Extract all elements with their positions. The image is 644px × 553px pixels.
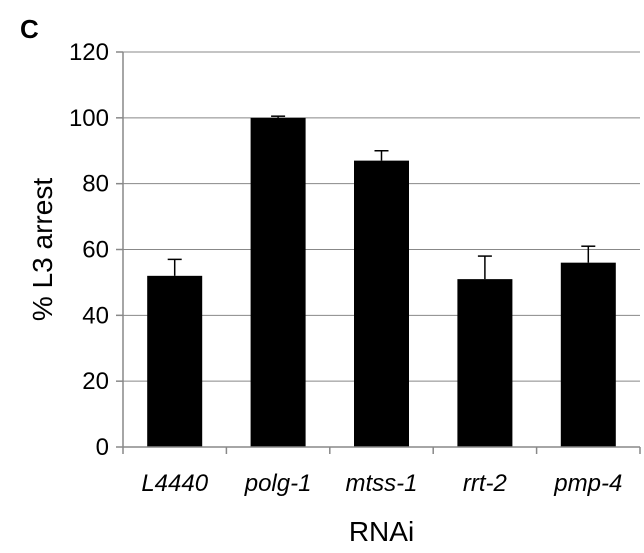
bar-rrt-2 (457, 279, 513, 447)
x-axis-ticks (122, 447, 641, 454)
bar-L4440 (147, 275, 203, 447)
y-tick-label: 40 (82, 302, 109, 329)
category-label-L4440: L4440 (141, 470, 208, 497)
error-bars (167, 115, 596, 280)
bar-polg-1 (250, 117, 306, 447)
y-tick-label: 20 (82, 368, 109, 395)
y-tick-label: 60 (82, 237, 109, 264)
y-tick-label: 120 (69, 39, 109, 66)
panel-label: C (20, 14, 39, 44)
bars (147, 117, 616, 447)
category-labels: L4440 polg-1 mtss-1 rrt-2 pmp-4 (141, 470, 622, 497)
bar-mtss-1 (354, 160, 409, 447)
y-axis-ticks (116, 51, 123, 448)
category-label-rrt-2: rrt-2 (463, 470, 507, 497)
y-tick-label: 80 (82, 171, 109, 198)
y-tick-label: 100 (69, 105, 109, 132)
category-label-mtss-1: mtss-1 (346, 470, 418, 497)
y-axis-title: % L3 arrest (27, 178, 58, 321)
y-tick-label: 0 (96, 434, 109, 461)
category-label-polg-1: polg-1 (244, 470, 312, 497)
y-tick-labels: 0 20 40 60 80 100 120 (69, 39, 109, 461)
x-axis-title: RNAi (349, 516, 414, 547)
category-label-pmp-4: pmp-4 (553, 470, 622, 497)
bar-pmp-4 (560, 262, 616, 447)
